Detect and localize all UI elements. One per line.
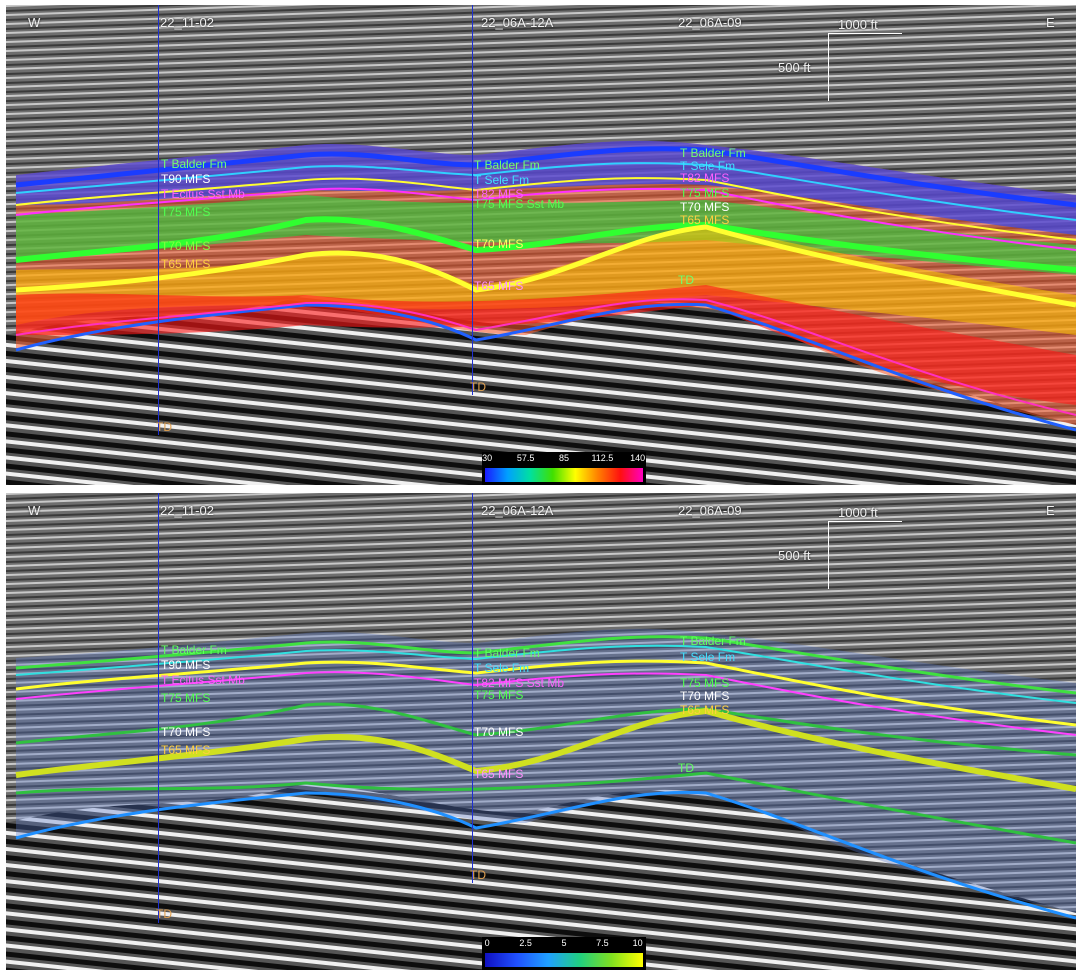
well1-top-t75: T75 MFS (161, 205, 211, 219)
colorbar-tick: 7.5 (596, 938, 609, 948)
seismic-section-top (6, 5, 1076, 485)
well-trajectory-2 (472, 5, 473, 395)
edge-label-west: W (28, 15, 41, 30)
well-trajectory-2 (472, 493, 473, 883)
seismic-panel-top: W E 22_11-02 22_06A-12A 22_06A-09 1000 f… (6, 5, 1076, 485)
colorbar-tick: 10 (632, 938, 643, 948)
scale-bar-vertical (828, 521, 829, 589)
well1-top-t70: T70 MFS (161, 725, 211, 739)
well1-top-td: TD (156, 420, 172, 434)
well2-top-td: TD (470, 868, 486, 882)
well3-top-balder: T Balder Fm (680, 146, 746, 160)
well2-top-balder: T Balder Fm (474, 158, 540, 172)
edge-label-east: E (1046, 15, 1055, 30)
well-label-3: 22_06A-09 (678, 503, 742, 518)
scale-bar-horizontal (828, 521, 902, 522)
well-label-3: 22_06A-09 (678, 15, 742, 30)
colorbar-top: 30 57.5 85 112.5 140 (482, 452, 646, 485)
well2-top-t82: T82 MFS Sst Mb (474, 676, 565, 690)
well-label-1: 22_11-02 (160, 15, 214, 30)
scale-label-vertical: 500 ft (778, 548, 811, 563)
well3-top-t65: T65 MFS (680, 703, 730, 717)
well1-top-t65: T65 MFS (161, 743, 211, 757)
well2-top-t70: T70 MFS (474, 725, 524, 739)
well1-top-ecitus: T Ecitus Sst Mb (161, 673, 245, 687)
colorbar-gradient (485, 468, 643, 482)
well3-top-td: TD (678, 273, 694, 287)
colorbar-tick: 5 (561, 938, 567, 948)
well3-top-t75: T75 MFS (680, 186, 730, 200)
well2-top-sele: T Sele Fm (474, 661, 530, 675)
well2-top-t75: T75 MFS Sst Mb (474, 197, 565, 211)
scale-label-horizontal: 1000 ft (838, 505, 878, 520)
colorbar-tick: 140 (630, 453, 646, 463)
well1-top-t65: T65 MFS (161, 257, 211, 271)
well-label-1: 22_11-02 (160, 503, 214, 518)
colorbar-tick: 57.5 (516, 453, 535, 463)
scale-label-vertical: 500 ft (778, 60, 811, 75)
panel-divider (0, 487, 1076, 492)
colorbar-ticks: 30 57.5 85 112.5 140 (482, 453, 646, 465)
well-label-2: 22_06A-12A (481, 503, 554, 518)
seismic-section-bottom (6, 493, 1076, 970)
colorbar-tick: 30 (482, 453, 493, 463)
colorbar-bottom: 0 2.5 5 7.5 10 (482, 937, 646, 970)
well2-top-t75: T75 MFS (474, 688, 524, 702)
well2-top-sele: T Sele Fm (474, 173, 530, 187)
well1-top-t90: T90 MFS (161, 172, 211, 186)
colorbar-gradient (485, 953, 643, 967)
scale-label-horizontal: 1000 ft (838, 17, 878, 32)
well-trajectory-1 (158, 5, 159, 435)
edge-label-east: E (1046, 503, 1055, 518)
well1-top-t90: T90 MFS (161, 658, 211, 672)
scale-bar-horizontal (828, 33, 902, 34)
colorbar-tick: 0 (484, 938, 490, 948)
edge-label-west: W (28, 503, 41, 518)
well-label-2: 22_06A-12A (481, 15, 554, 30)
well2-top-t65: T65 MFS (474, 279, 524, 293)
colorbar-ticks: 0 2.5 5 7.5 10 (484, 938, 644, 950)
well3-top-sele: T Sele Fm (680, 159, 736, 173)
well2-top-td: TD (470, 380, 486, 394)
well3-top-td: TD (678, 761, 694, 775)
well1-top-ecitus: T Ecitus Sst Mb (161, 187, 245, 201)
well3-top-t70: T70 MFS (680, 689, 730, 703)
seismic-panel-bottom: W E 22_11-02 22_06A-12A 22_06A-09 1000 f… (6, 493, 1076, 970)
well3-top-balder: T Balder Fm (680, 634, 746, 648)
well3-top-sele: T Sele Fm (680, 650, 736, 664)
well1-top-balder: T Balder Fm (161, 643, 227, 657)
well1-top-td: TD (156, 907, 172, 921)
colorbar-tick: 2.5 (519, 938, 532, 948)
well2-top-t65: T65 MFS (474, 767, 524, 781)
well1-top-t75: T75 MFS (161, 691, 211, 705)
well3-top-t70: T70 MFS (680, 200, 730, 214)
well3-top-t82: T82 MFS (680, 171, 730, 185)
well3-top-t75: T75 MFS (680, 676, 730, 690)
well1-top-balder: T Balder Fm (161, 157, 227, 171)
well-trajectory-1 (158, 493, 159, 923)
colorbar-tick: 112.5 (591, 453, 614, 463)
well3-top-t65: T65 MFS (680, 213, 730, 227)
well2-top-t70: T70 MFS (474, 237, 524, 251)
well2-top-t82: T82 MFS (474, 187, 524, 201)
scale-bar-vertical (828, 33, 829, 101)
colorbar-tick: 85 (558, 453, 570, 463)
well2-top-balder: T Balder Fm (474, 646, 540, 660)
well1-top-t70: T70 MFS (161, 239, 211, 253)
